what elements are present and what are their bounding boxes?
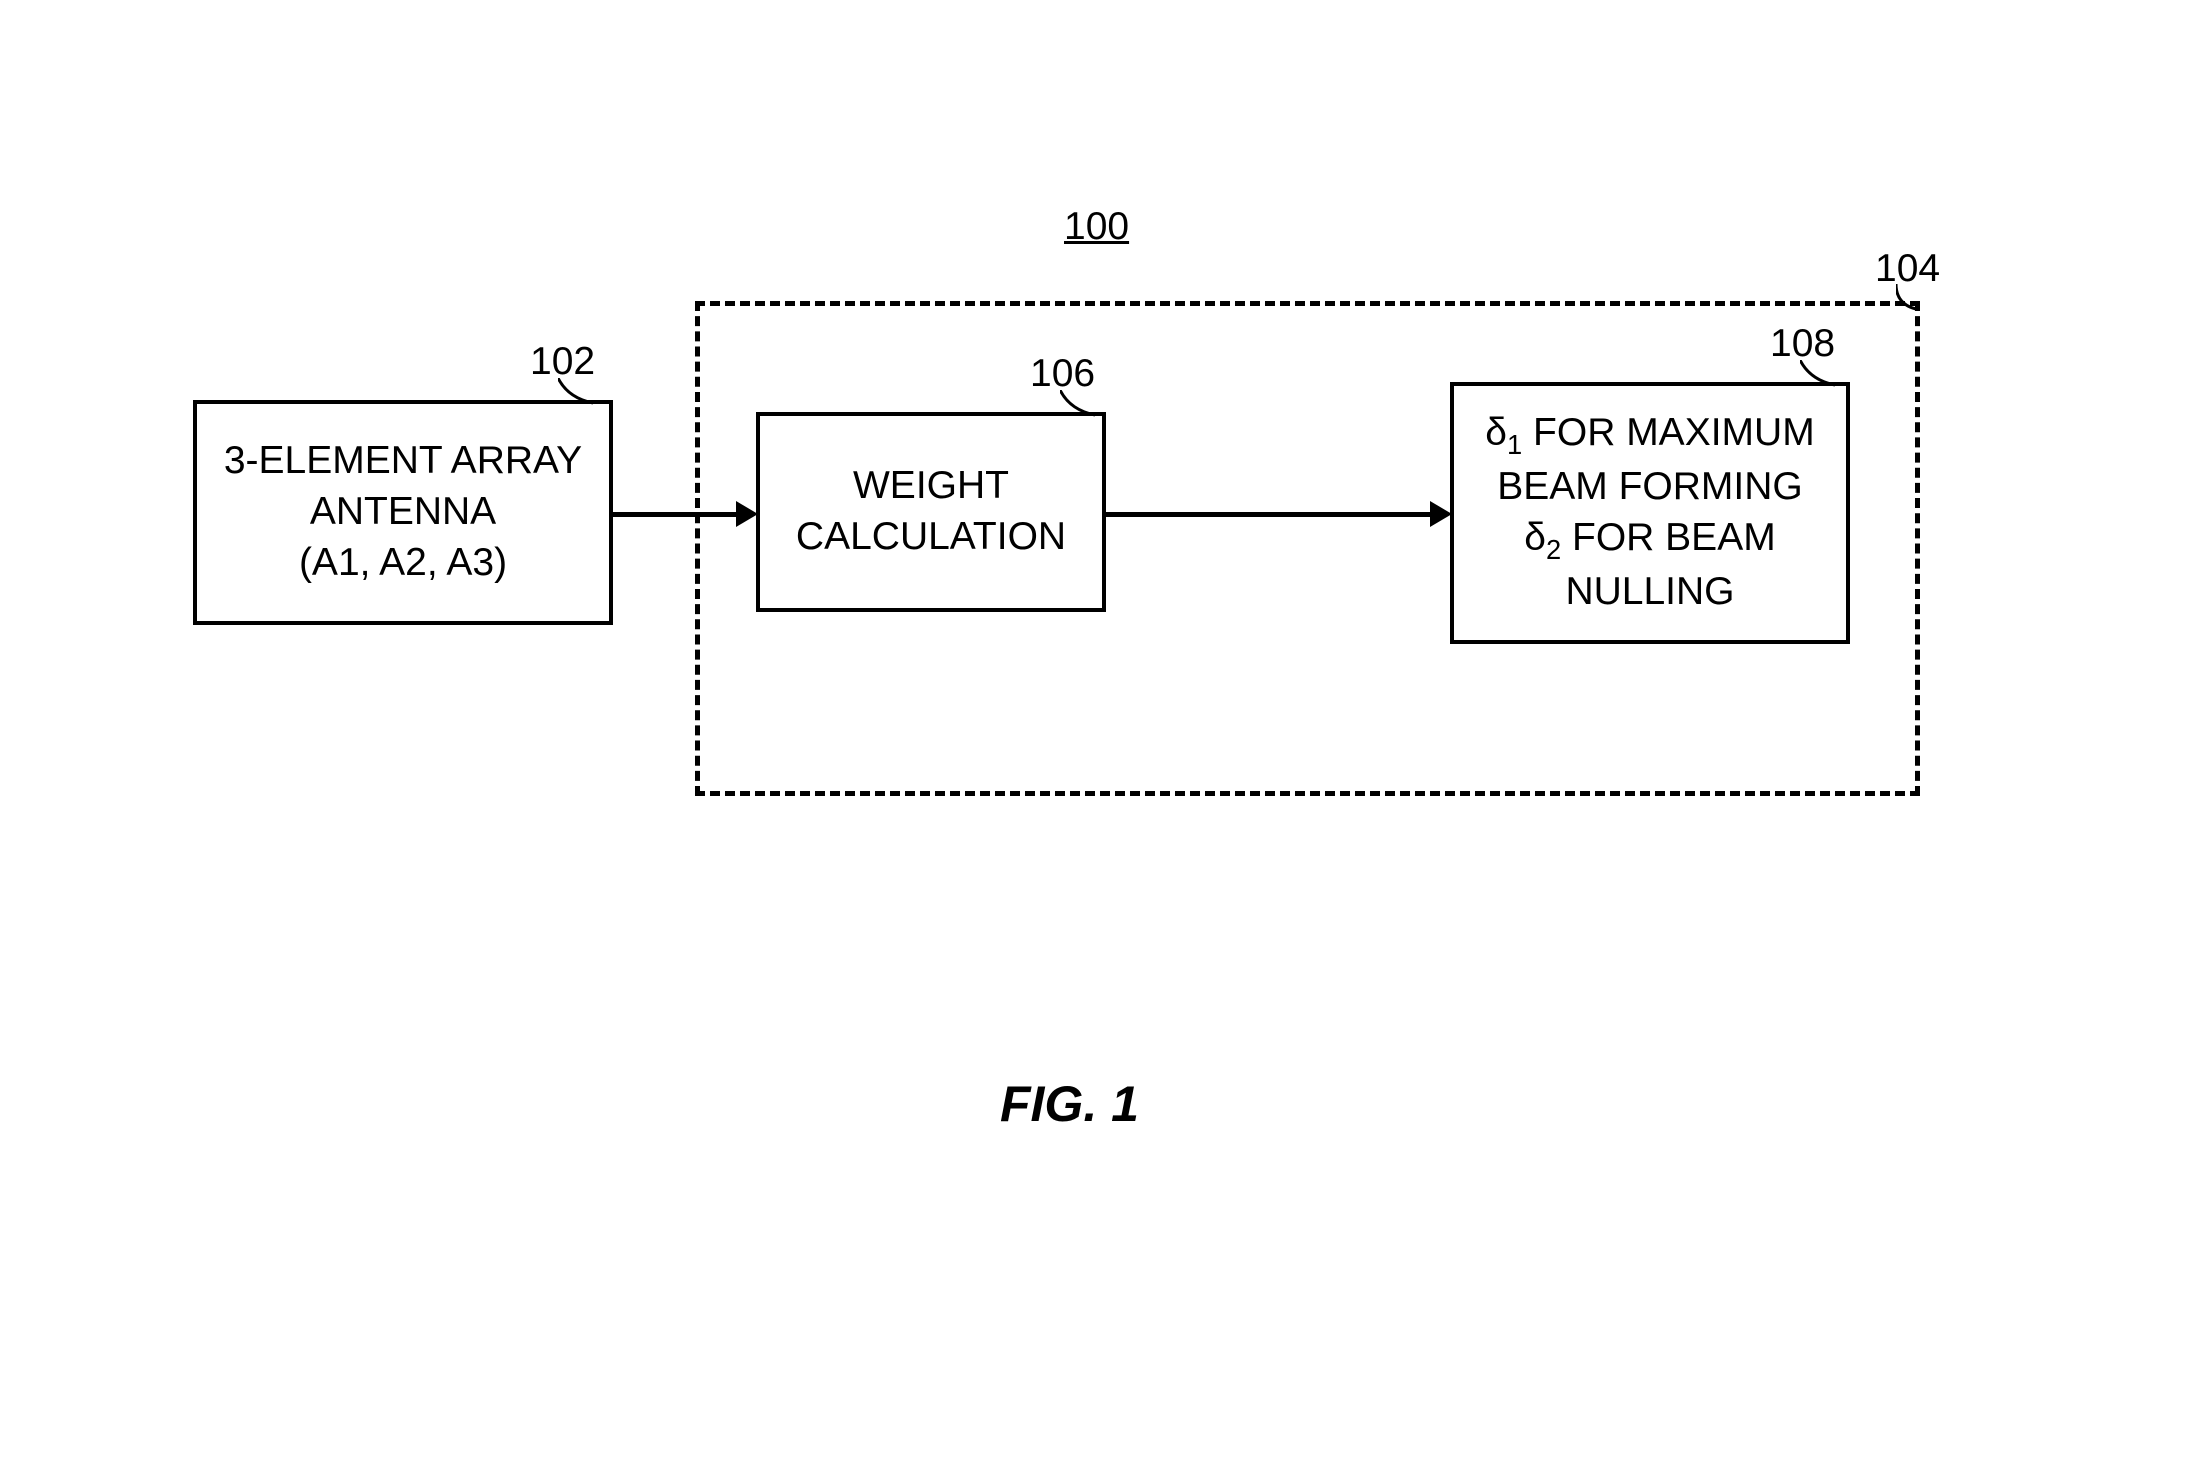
arrow-106-to-108-line	[1106, 512, 1430, 517]
leader-108	[1800, 360, 1870, 390]
box-106-content: WEIGHT CALCULATION	[796, 461, 1066, 562]
box-102-content: 3-ELEMENT ARRAY ANTENNA (A1, A2, A3)	[224, 436, 582, 588]
box-108-d2: δ	[1524, 516, 1546, 559]
arrow-102-to-106-head	[736, 501, 758, 527]
leader-106	[1060, 390, 1130, 420]
box-108-line3: δ2 FOR BEAM	[1485, 513, 1814, 567]
box-108-line4: NULLING	[1485, 567, 1814, 618]
box-108-content: δ1 FOR MAXIMUM BEAM FORMING δ2 FOR BEAM …	[1485, 408, 1814, 618]
box-108-line2: BEAM FORMING	[1485, 462, 1814, 513]
box-108-sub2: 2	[1546, 534, 1561, 565]
figure-caption-text: FIG. 1	[1000, 1076, 1139, 1132]
box-108-sub1: 1	[1507, 429, 1522, 460]
figure-caption: FIG. 1	[1000, 1075, 1139, 1133]
box-102-line3: (A1, A2, A3)	[224, 538, 582, 589]
box-106-line2: CALCULATION	[796, 512, 1066, 563]
ref-100: 100	[1064, 205, 1129, 249]
leader-104	[1896, 284, 1966, 314]
box-108-d1: δ	[1485, 411, 1507, 454]
box-102-line2: ANTENNA	[224, 487, 582, 538]
box-108-t1: FOR MAXIMUM	[1522, 411, 1814, 454]
box-108: δ1 FOR MAXIMUM BEAM FORMING δ2 FOR BEAM …	[1450, 382, 1850, 644]
ref-100-text: 100	[1064, 205, 1129, 248]
box-102-line1: 3-ELEMENT ARRAY	[224, 436, 582, 487]
ref-102-text: 102	[530, 340, 595, 383]
box-106-line1: WEIGHT	[796, 461, 1066, 512]
leader-102	[558, 378, 628, 408]
box-108-line1: δ1 FOR MAXIMUM	[1485, 408, 1814, 462]
figure-canvas: 100 3-ELEMENT ARRAY ANTENNA (A1, A2, A3)…	[0, 0, 2210, 1473]
ref-106-text: 106	[1030, 352, 1095, 395]
arrow-102-to-106-line	[613, 512, 736, 517]
ref-108-text: 108	[1770, 322, 1835, 365]
box-106: WEIGHT CALCULATION	[756, 412, 1106, 612]
box-102: 3-ELEMENT ARRAY ANTENNA (A1, A2, A3)	[193, 400, 613, 625]
arrow-106-to-108-head	[1430, 501, 1452, 527]
box-108-t2: FOR BEAM	[1561, 516, 1776, 559]
